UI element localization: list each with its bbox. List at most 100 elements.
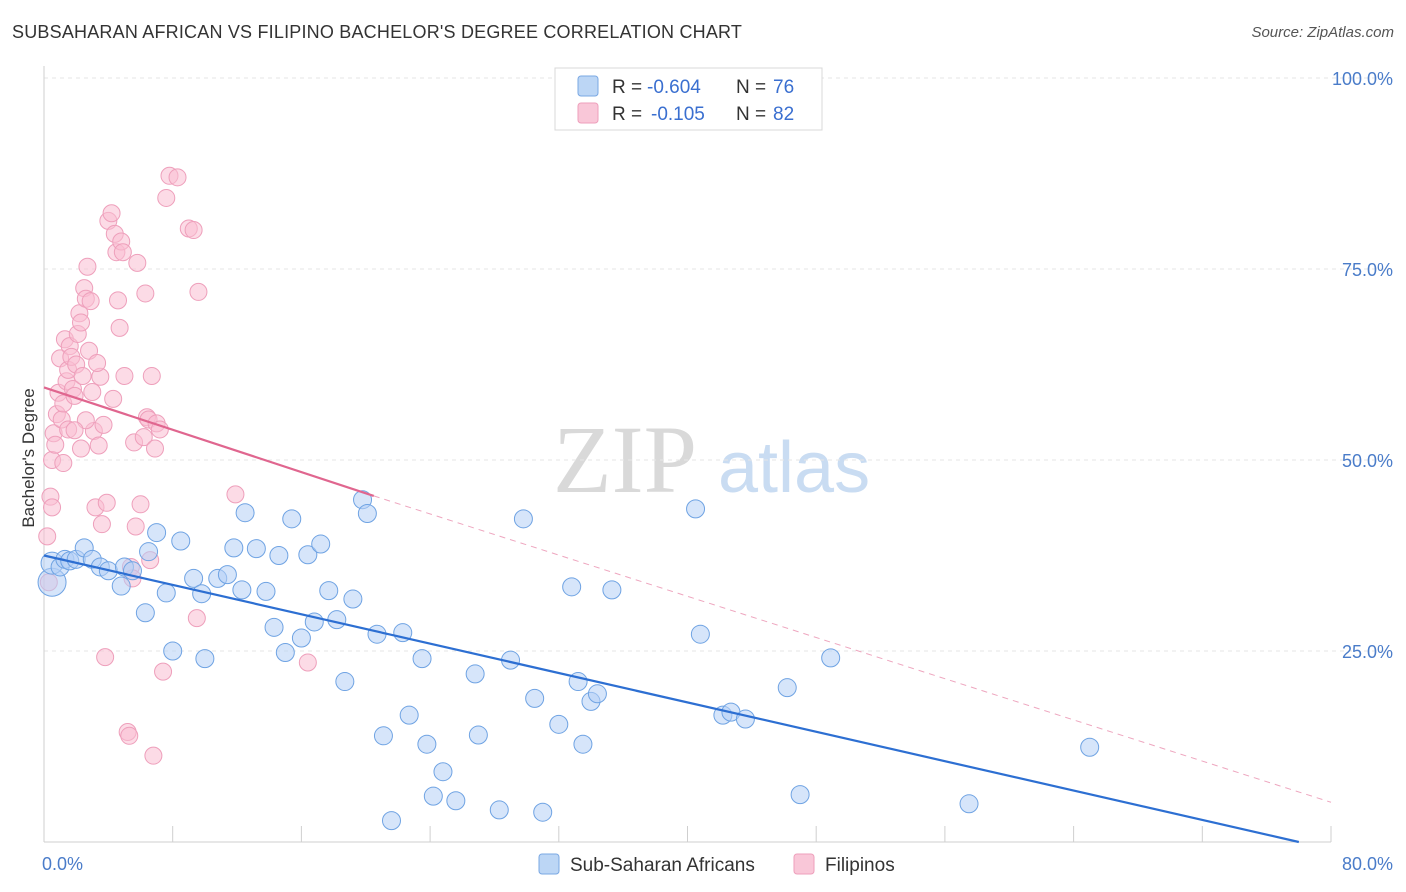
legend-r-value-1: -0.604 — [647, 77, 701, 98]
filipinos-trend-extension — [373, 495, 1332, 803]
filipinos-point-44 — [113, 243, 132, 262]
filipinos-point-73 — [298, 653, 317, 672]
sub-saharan-point-52 — [446, 791, 466, 811]
sub-saharan-point-49 — [417, 734, 437, 754]
bottom-legend: Sub-Saharan Africans Filipinos — [538, 853, 895, 876]
sub-saharan-point-53 — [465, 664, 485, 684]
sub-saharan-trend-line — [43, 554, 1300, 844]
sub-saharan-point-25 — [232, 580, 252, 600]
filipinos-point-26 — [78, 257, 97, 276]
filipinos-point-61 — [146, 439, 165, 458]
sub-saharan-point-34 — [298, 545, 318, 565]
filipinos-point-0 — [38, 527, 57, 546]
sub-saharan-point-67 — [686, 499, 706, 519]
filipinos-point-64 — [154, 662, 173, 681]
filipinos-point-71 — [189, 282, 208, 301]
filipinos-point-81 — [104, 389, 123, 408]
filipinos-trend-line — [43, 386, 375, 497]
x-tick-label-min: 0.0% — [42, 854, 83, 874]
y-tick-label-2: 75.0% — [1342, 260, 1393, 280]
sub-saharan-point-60 — [549, 714, 569, 734]
filipinos-point-47 — [120, 726, 139, 745]
filipinos-point-74 — [88, 353, 107, 372]
sub-saharan-point-74 — [821, 648, 841, 668]
chart-title: SUBSAHARAN AFRICAN VS FILIPINO BACHELOR'… — [12, 22, 743, 42]
sub-saharan-point-76 — [1080, 737, 1100, 757]
sub-saharan-point-65 — [587, 684, 607, 704]
watermark-atlas: atlas — [718, 428, 870, 508]
legend-r-label-2: R = — [612, 104, 642, 125]
filipinos-point-22 — [72, 313, 91, 332]
filipinos-point-3 — [43, 498, 62, 517]
sub-saharan-point-28 — [256, 581, 276, 601]
grid-lines — [44, 77, 1391, 652]
sub-saharan-point-72 — [777, 678, 797, 698]
sub-saharan-point-40 — [343, 589, 363, 609]
filipinos-point-69 — [184, 221, 203, 240]
watermark-zip: ZIP — [553, 406, 697, 513]
filipinos-point-54 — [134, 428, 153, 447]
sub-saharan-point-61 — [562, 577, 582, 597]
bottom-legend-swatch-pink — [793, 853, 815, 875]
filipinos-point-45 — [115, 366, 134, 385]
sub-saharan-point-43 — [367, 624, 387, 644]
filipinos-point-65 — [157, 188, 176, 207]
legend-swatch-blue — [577, 75, 599, 97]
filipinos-point-78 — [76, 411, 95, 430]
sub-saharan-point-13 — [135, 603, 155, 623]
sub-saharan-point-58 — [525, 688, 545, 708]
sub-saharan-point-68 — [690, 624, 710, 644]
filipinos-point-70 — [187, 609, 206, 628]
sub-saharan-point-26 — [235, 503, 255, 523]
sub-saharan-point-19 — [184, 568, 204, 588]
axes — [43, 66, 1332, 843]
filipinos-point-52 — [128, 253, 147, 272]
sub-saharan-point-15 — [147, 523, 167, 543]
filipinos-point-29 — [83, 383, 102, 402]
sub-saharan-point-48 — [412, 649, 432, 669]
sub-saharan-point-12 — [111, 576, 131, 596]
sub-saharan-point-63 — [573, 734, 593, 754]
sub-saharan-point-57 — [513, 509, 533, 529]
filipinos-point-55 — [136, 284, 155, 303]
sub-saharan-point-29 — [264, 617, 284, 637]
filipinos-point-34 — [92, 515, 111, 534]
filipinos-point-6 — [46, 435, 65, 454]
sub-saharan-point-16 — [156, 583, 176, 603]
sub-saharan-point-59 — [533, 802, 553, 822]
filipinos-point-38 — [102, 204, 121, 223]
sub-saharan-point-47 — [399, 705, 419, 725]
filipinos-point-51 — [126, 517, 145, 536]
filipinos-point-36 — [97, 493, 116, 512]
y-tick-label-3: 100.0% — [1332, 69, 1393, 89]
sub-saharan-point-30 — [269, 546, 289, 565]
legend-n-label-2: N = — [736, 104, 766, 125]
filipinos-point-41 — [109, 291, 128, 310]
sub-saharan-point-32 — [282, 509, 302, 529]
sub-saharan-point-66 — [602, 580, 622, 600]
legend-n-value-1: 76 — [773, 77, 794, 98]
filipinos-point-72 — [226, 485, 245, 504]
sub-saharan-points — [37, 490, 1100, 831]
sub-saharan-point-21 — [195, 649, 215, 669]
sub-saharan-point-44 — [373, 726, 393, 746]
filipinos-point-28 — [81, 292, 100, 311]
sub-saharan-point-42 — [357, 503, 377, 523]
filipinos-point-59 — [142, 366, 161, 385]
sub-saharan-point-39 — [335, 672, 355, 692]
sub-saharan-point-51 — [433, 762, 453, 782]
sub-saharan-point-17 — [163, 641, 183, 661]
filipinos-point-67 — [168, 168, 187, 187]
sub-saharan-point-54 — [468, 725, 488, 745]
filipinos-point-79 — [65, 421, 84, 440]
trend-lines — [43, 386, 1332, 844]
sub-saharan-point-45 — [381, 811, 401, 831]
sub-saharan-point-38 — [327, 610, 347, 630]
bottom-legend-label-blue: Sub-Saharan Africans — [570, 855, 755, 876]
sub-saharan-point-73 — [790, 785, 810, 805]
sub-saharan-point-36 — [311, 534, 331, 554]
filipinos-point-35 — [96, 648, 115, 667]
filipinos-point-53 — [131, 495, 150, 514]
sub-saharan-point-50 — [423, 786, 443, 806]
